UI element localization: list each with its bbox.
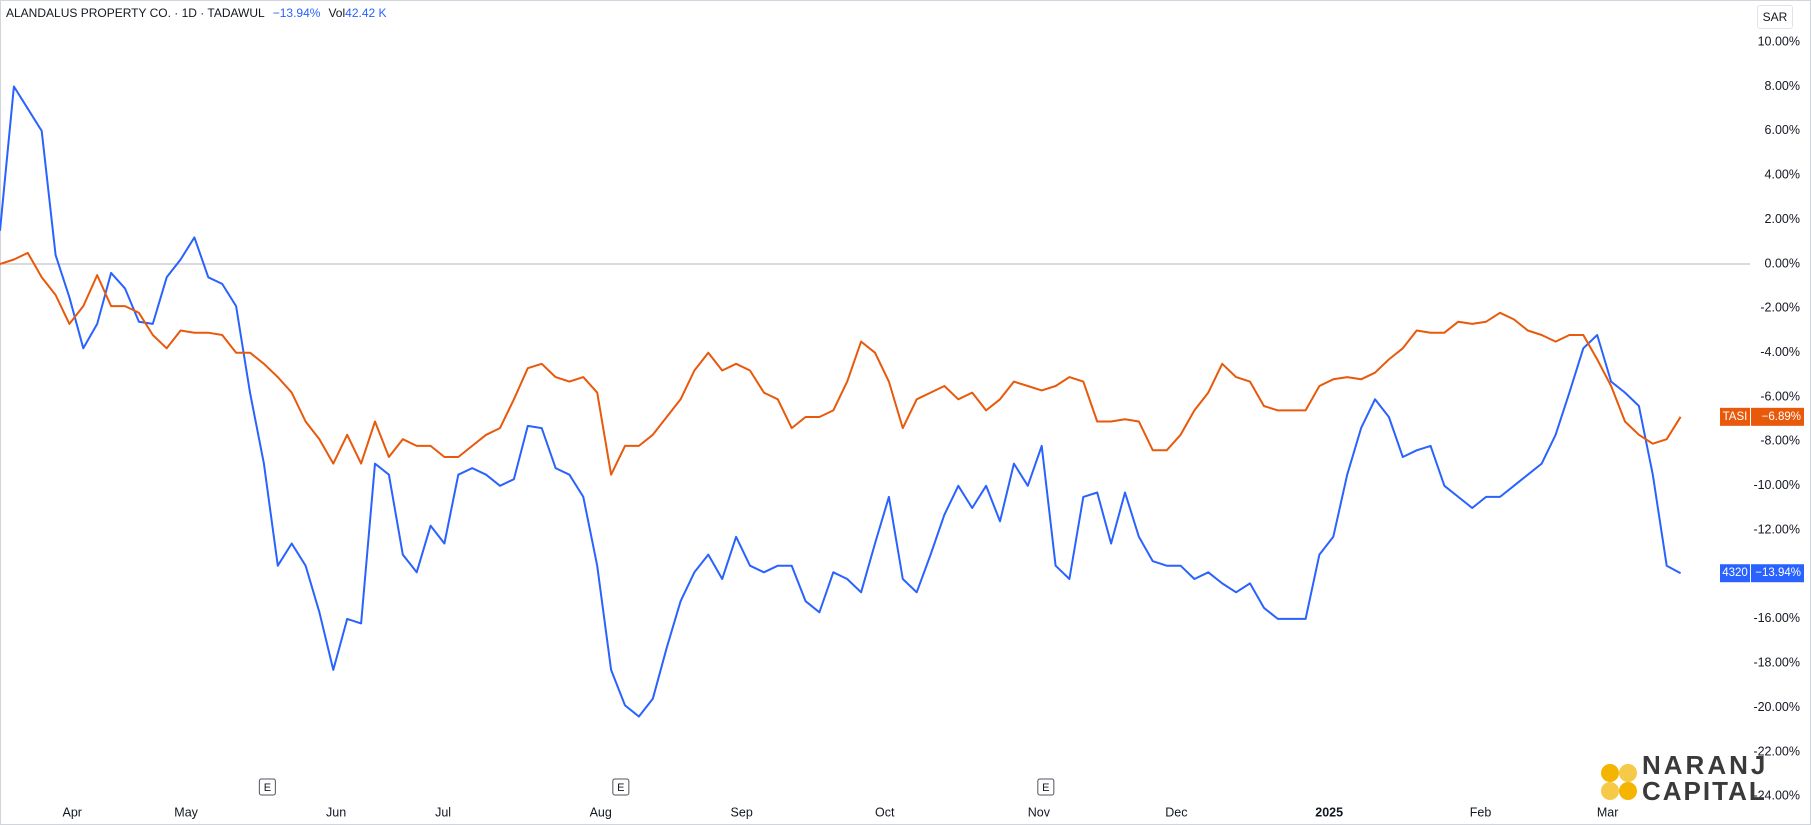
watermark-line: CAPITAL: [1642, 776, 1767, 806]
x-tick-label: Nov: [1028, 805, 1051, 819]
badge-value: −6.89%: [1762, 411, 1801, 423]
event-marker: [612, 778, 630, 796]
badge-name-bg: [1720, 564, 1750, 583]
badge-value-bg: [1751, 564, 1804, 583]
x-tick-label: Jul: [435, 805, 451, 819]
logo-dot: [1619, 782, 1637, 800]
badge-value-bg: [1751, 407, 1804, 426]
y-tick-label: 10.00%: [1758, 34, 1800, 48]
y-tick-label: -2.00%: [1760, 301, 1800, 315]
currency-button[interactable]: SAR: [1757, 5, 1793, 29]
y-tick-label: 0.00%: [1765, 256, 1800, 270]
x-tick-label: Jun: [326, 805, 346, 819]
x-tick-label: Oct: [875, 805, 895, 819]
x-tick-label: 2025: [1315, 805, 1343, 819]
x-tick-label: Aug: [590, 805, 612, 819]
x-tick-label: Sep: [731, 805, 753, 819]
x-tick-label: Feb: [1470, 805, 1492, 819]
y-tick-label: 6.00%: [1765, 123, 1800, 137]
y-tick-label: 4.00%: [1765, 168, 1800, 182]
x-tick-label: May: [174, 805, 198, 819]
y-tick-label: -8.00%: [1760, 434, 1800, 448]
event-label: E: [264, 782, 271, 794]
y-tick-label: -20.00%: [1753, 700, 1800, 714]
y-tick-label: 2.00%: [1765, 212, 1800, 226]
header: ALANDALUS PROPERTY CO. · 1D · TADAWUL −13…: [6, 6, 387, 20]
symbol-title: ALANDALUS PROPERTY CO. · 1D · TADAWUL: [6, 6, 265, 20]
volume: 42.42 K: [345, 6, 387, 20]
badge-name-bg: [1720, 407, 1750, 426]
badge-name: 4320: [1722, 567, 1748, 579]
y-tick-label: 8.00%: [1765, 79, 1800, 93]
y-tick-label: -24.00%: [1753, 789, 1800, 803]
x-tick-label: Apr: [62, 805, 81, 819]
y-tick-label: -6.00%: [1760, 389, 1800, 403]
watermark: NARANJ CAPITAL: [1601, 750, 1768, 806]
event-marker: [258, 778, 276, 796]
x-tick-label: Mar: [1597, 805, 1619, 819]
series-line: [0, 251, 1682, 476]
y-tick-label: -10.00%: [1753, 478, 1800, 492]
badge-value: −13.94%: [1755, 567, 1801, 579]
event-marker: [1037, 778, 1055, 796]
y-tick-label: -16.00%: [1753, 611, 1800, 625]
volume-label: Vol: [328, 6, 346, 20]
logo-dot: [1601, 764, 1619, 782]
badge-name: TASI: [1723, 411, 1748, 423]
logo-dot: [1601, 782, 1619, 800]
y-tick-label: -18.00%: [1753, 656, 1800, 670]
y-tick-label: -12.00%: [1753, 522, 1800, 536]
change: −13.94%: [272, 6, 321, 20]
event-label: E: [1042, 782, 1049, 794]
y-tick-label: -4.00%: [1760, 345, 1800, 359]
series-line: [0, 85, 1682, 718]
logo-dot: [1619, 764, 1637, 782]
x-tick-label: Dec: [1165, 805, 1187, 819]
watermark-line: NARANJ: [1642, 750, 1768, 780]
y-tick-label: -22.00%: [1753, 744, 1800, 758]
event-label: E: [617, 782, 624, 794]
